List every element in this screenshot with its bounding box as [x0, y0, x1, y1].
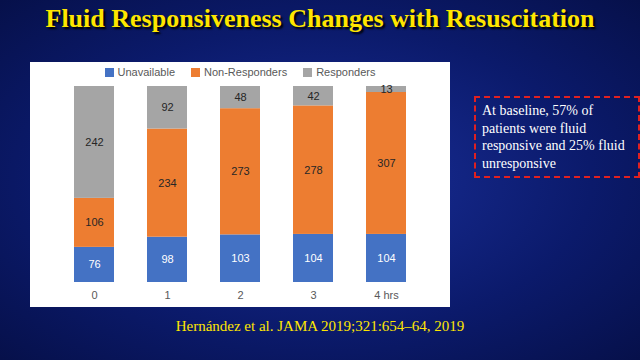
html-text:At baseline, 57% of patients w: At baseline, 57% of patients were fluid … — [482, 103, 625, 171]
svg-text:234: 234 — [158, 177, 176, 189]
html-text:Non-Responders: Non-Responders — [204, 66, 288, 78]
svg-text:13: 13 — [380, 83, 392, 95]
svg-text:2: 2 — [237, 289, 243, 301]
svg-text:4 hrs: 4 hrs — [374, 289, 399, 301]
svg-text:104: 104 — [377, 252, 395, 264]
svg-text:48: 48 — [234, 91, 246, 103]
svg-text:103: 103 — [231, 252, 249, 264]
svg-text:278: 278 — [304, 164, 322, 176]
svg-text:3: 3 — [310, 289, 316, 301]
svg-text:98: 98 — [161, 253, 173, 265]
svg-text:104: 104 — [304, 252, 322, 264]
svg-text:242: 242 — [85, 136, 103, 148]
svg-text:106: 106 — [85, 216, 103, 228]
svg-text:42: 42 — [307, 90, 319, 102]
html-text:Fluid Responsiveness Changes w: Fluid Responsiveness Changes with Resusc… — [45, 4, 595, 33]
html-text:Responders: Responders — [316, 66, 376, 78]
svg-text:76: 76 — [88, 258, 100, 270]
svg-text:0: 0 — [91, 289, 97, 301]
svg-text:1: 1 — [164, 289, 170, 301]
html-text:Hernández et al. JAMA 2019;321: Hernández et al. JAMA 2019;321:654–64, 2… — [175, 318, 465, 334]
svg-text:307: 307 — [377, 157, 395, 169]
svg-text:92: 92 — [161, 101, 173, 113]
html-text:Unavailable: Unavailable — [117, 66, 175, 78]
svg-text:273: 273 — [231, 165, 249, 177]
